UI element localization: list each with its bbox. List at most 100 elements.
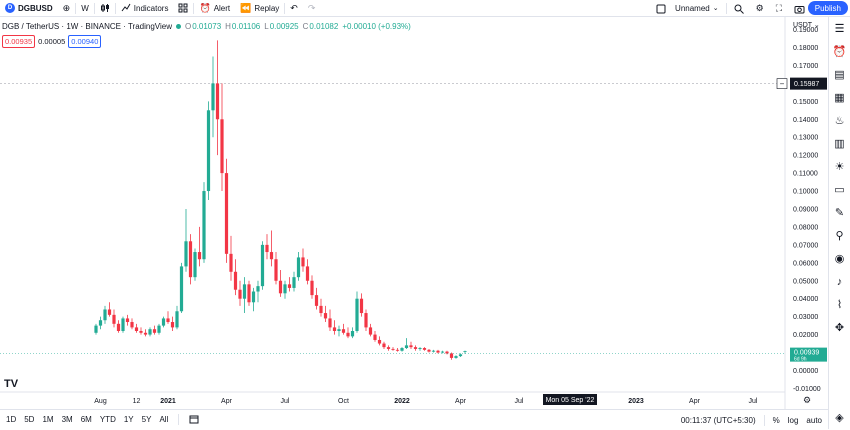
auto-scale-toggle[interactable]: auto xyxy=(806,415,822,425)
fullscreen-icon: ⛶ xyxy=(775,3,782,13)
layout-icon xyxy=(656,4,666,13)
candle-body xyxy=(274,259,278,281)
news-icon[interactable]: ▦ xyxy=(834,92,845,104)
y-tick-label: 0.15000 xyxy=(793,99,818,106)
y-tick-label: -0.01000 xyxy=(793,386,821,393)
layers-icon[interactable]: ◈ xyxy=(835,412,844,424)
crosshair-price-label-bg xyxy=(790,77,827,90)
notifications-bell-icon[interactable]: ♪ xyxy=(836,275,843,288)
candle-body xyxy=(116,323,121,331)
spread-value: 0.00005 xyxy=(38,37,66,46)
legend-h-label: H xyxy=(225,22,231,31)
watchlist-icon[interactable]: ☰ xyxy=(834,23,845,35)
candle-body xyxy=(283,284,287,294)
percent-scale-toggle[interactable]: % xyxy=(772,415,780,425)
candle-body xyxy=(94,325,98,333)
price-chart[interactable]: USDT ⌄0.190000.180000.170000.160000.1500… xyxy=(0,17,828,409)
candle-body xyxy=(206,110,211,192)
calendar-icon[interactable]: ▥ xyxy=(834,138,845,150)
legend-close: 0.01082 xyxy=(309,22,339,31)
candle-body xyxy=(278,280,283,294)
replay-button[interactable]: ⏪ Replay xyxy=(235,0,284,17)
templates-button[interactable] xyxy=(173,0,193,17)
buy-price-button[interactable]: 0.00940 xyxy=(68,35,102,48)
range-button-6m[interactable]: 6M xyxy=(80,415,92,424)
plus-icon: − xyxy=(780,80,785,89)
log-scale-toggle[interactable]: log xyxy=(787,415,799,425)
compare-button[interactable]: ⊕ xyxy=(58,0,76,17)
candle-body xyxy=(166,318,170,323)
layout-button[interactable]: Unnamed ⌄ xyxy=(651,0,724,17)
candle-body xyxy=(346,332,350,337)
symbol-search[interactable]: D DGBUSD xyxy=(0,0,58,17)
x-tick-label: Oct xyxy=(338,398,349,405)
candle-body xyxy=(233,271,238,290)
candle-body xyxy=(197,252,202,260)
notes-icon[interactable]: ✎ xyxy=(834,207,845,219)
undo-icon: ↶ xyxy=(290,2,298,13)
interval-button[interactable]: W xyxy=(76,0,94,17)
legend-title[interactable]: DGB / TetherUS · 1W · BINANCE · TradingV… xyxy=(2,22,172,31)
indicators-icon xyxy=(121,3,131,12)
trading-icon[interactable]: ⚲ xyxy=(835,230,844,242)
candle-body xyxy=(427,349,431,352)
tradingview-logo[interactable]: TV xyxy=(4,378,19,390)
candle-body xyxy=(301,257,305,267)
chart-legend: DGB / TetherUS · 1W · BINANCE · TradingV… xyxy=(2,22,411,31)
undo-button[interactable]: ↶ xyxy=(285,0,303,17)
range-button-all[interactable]: All xyxy=(159,415,169,424)
candle-body xyxy=(125,318,130,323)
alerts-clock-icon[interactable]: ⏰ xyxy=(832,46,847,58)
candle-body xyxy=(229,253,233,272)
range-button-ytd[interactable]: YTD xyxy=(99,415,116,424)
right-toolbar: Unnamed ⌄ ⚙ ⛶ xyxy=(651,0,810,17)
indicators-button[interactable]: Indicators xyxy=(116,0,174,17)
chat-icon[interactable]: ▭ xyxy=(834,184,845,196)
range-button-5d[interactable]: 5D xyxy=(24,415,35,424)
hotlist-fire-icon[interactable]: ♨ xyxy=(834,115,845,127)
publish-button[interactable]: Publish xyxy=(807,1,848,15)
range-button-3m[interactable]: 3M xyxy=(61,415,73,424)
range-button-1m[interactable]: 1M xyxy=(42,415,54,424)
redo-button[interactable]: ↷ xyxy=(303,0,321,17)
y-tick-label: 0.00000 xyxy=(793,368,818,375)
snapshot-button[interactable] xyxy=(789,0,810,17)
candle-body xyxy=(211,83,215,111)
candle-body xyxy=(305,266,310,281)
objects-tree-icon[interactable]: ✥ xyxy=(834,322,845,334)
currency-label[interactable]: USDT ⌄ xyxy=(793,22,820,29)
y-tick-label: 0.14000 xyxy=(793,117,818,124)
axis-settings-gear-icon[interactable]: ⚙ xyxy=(803,396,811,406)
pine-editor-icon[interactable]: ⌇ xyxy=(836,299,843,311)
y-tick-label: 0.09000 xyxy=(793,206,818,213)
crosshair-price-label: 0.15987 xyxy=(794,81,819,88)
range-button-1d[interactable]: 1D xyxy=(6,415,17,424)
candle-body xyxy=(413,347,418,349)
candle-body xyxy=(130,322,134,328)
streams-icon[interactable]: ◉ xyxy=(834,253,845,265)
quick-search-button[interactable] xyxy=(729,0,749,17)
range-button-5y[interactable]: 5Y xyxy=(141,415,152,424)
go-to-date-button[interactable] xyxy=(185,414,203,426)
candle-body xyxy=(184,241,188,267)
clock-timezone[interactable]: 00:11:37 (UTC+5:30) xyxy=(680,415,756,425)
ideas-lightbulb-icon[interactable]: ☀ xyxy=(834,161,845,173)
settings-button[interactable]: ⚙ xyxy=(751,0,769,17)
y-tick-label: 0.08000 xyxy=(793,224,818,231)
y-tick-label: 0.11000 xyxy=(793,171,818,178)
range-button-1y[interactable]: 1Y xyxy=(123,415,134,424)
candle-body xyxy=(382,343,386,348)
candle-body xyxy=(179,266,184,312)
candle-body xyxy=(193,252,197,278)
candles-icon xyxy=(100,4,109,12)
sell-price-button[interactable]: 0.00935 xyxy=(2,35,36,48)
divider xyxy=(114,2,116,14)
crosshair-add-button[interactable] xyxy=(776,78,788,89)
data-window-icon[interactable]: ▤ xyxy=(834,69,845,81)
candle-body xyxy=(409,345,413,348)
x-tick-label: 2022 xyxy=(394,398,410,405)
alert-button[interactable]: ⏰ Alert xyxy=(194,0,235,17)
chart-type-button[interactable] xyxy=(95,0,115,17)
fullscreen-button[interactable]: ⛶ xyxy=(771,0,787,17)
candle-body xyxy=(355,298,359,331)
